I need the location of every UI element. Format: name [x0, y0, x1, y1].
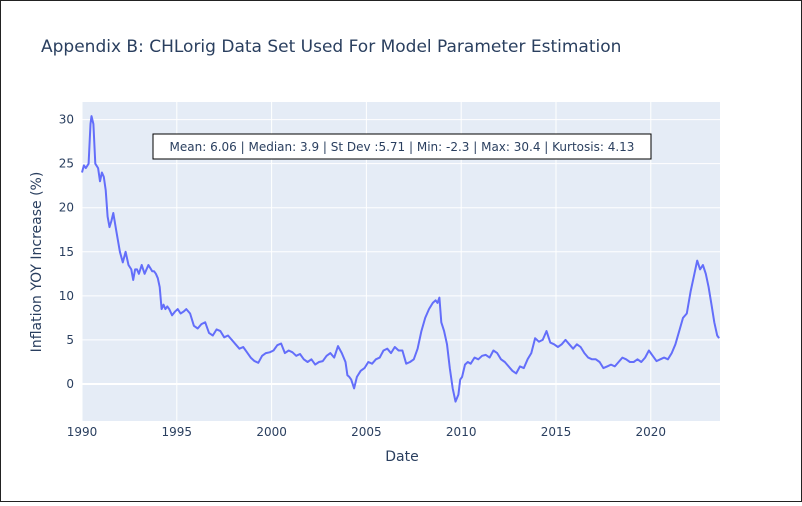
y-axis-label: Inflation YOY Increase (%) [29, 172, 45, 353]
x-tick-label: 2020 [636, 425, 667, 439]
x-tick-label: 2015 [541, 425, 572, 439]
y-tick-label: 0 [66, 377, 74, 391]
y-tick-label: 15 [59, 245, 74, 259]
x-tick-label: 1995 [162, 425, 193, 439]
y-tick-label: 20 [59, 201, 74, 215]
chart-title: Appendix B: CHLorig Data Set Used For Mo… [41, 37, 621, 57]
x-tick-label: 2010 [446, 425, 477, 439]
x-tick-label: 2005 [351, 425, 382, 439]
annotation-box [152, 133, 652, 160]
y-axis-ticks: 0 5 10 15 20 25 30 [59, 113, 74, 391]
annotation-text: Mean: 6.06 | Median: 3.9 | St Dev :5.71 … [170, 140, 635, 154]
x-tick-label: 2000 [256, 425, 287, 439]
y-tick-label: 30 [59, 113, 74, 127]
x-axis-label: Date [385, 449, 418, 465]
inflation-series-line[interactable] [81, 115, 720, 403]
y-tick-label: 5 [66, 333, 74, 347]
stats-annotation: Mean: 6.06 | Median: 3.9 | St Dev :5.71 … [152, 133, 652, 160]
x-tick-label: 1990 [67, 425, 98, 439]
y-tick-label: 10 [59, 289, 74, 303]
y-tick-label: 25 [59, 157, 74, 171]
x-axis-ticks: 1990 1995 2000 2005 2010 2015 2020 [67, 425, 666, 439]
